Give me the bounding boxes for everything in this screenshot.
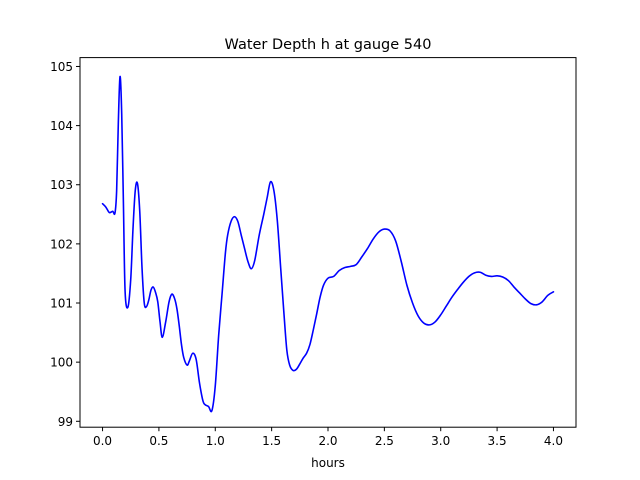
x-tick-label: 1.5: [262, 434, 281, 448]
x-tick-label: 3.0: [431, 434, 450, 448]
y-tick-label: 102: [50, 237, 73, 251]
plot-area: [101, 75, 555, 413]
y-axis: 99 100 101 102 103 104 105: [50, 60, 80, 429]
y-tick-label: 99: [58, 415, 73, 429]
x-tick-label: 2.5: [375, 434, 394, 448]
y-tick-label: 100: [50, 356, 73, 370]
y-tick-label: 105: [50, 60, 73, 74]
x-tick-label: 0.0: [93, 434, 112, 448]
chart-title: Water Depth h at gauge 540: [225, 37, 432, 53]
y-tick-label: 103: [50, 178, 73, 192]
x-axis: 0.0 0.5 1.0 1.5 2.0 2.5 3.0 3.5 4.0: [93, 427, 563, 448]
x-tick-label: 3.5: [488, 434, 507, 448]
y-tick-label: 104: [50, 119, 73, 133]
y-tick-label: 101: [50, 297, 73, 311]
x-tick-label: 0.5: [149, 434, 168, 448]
x-tick-label: 4.0: [544, 434, 563, 448]
x-tick-label: 2.0: [318, 434, 337, 448]
x-axis-label: hours: [311, 456, 345, 470]
x-tick-label: 1.0: [206, 434, 225, 448]
plot-frame: [79, 57, 577, 428]
series-line: [101, 75, 555, 413]
